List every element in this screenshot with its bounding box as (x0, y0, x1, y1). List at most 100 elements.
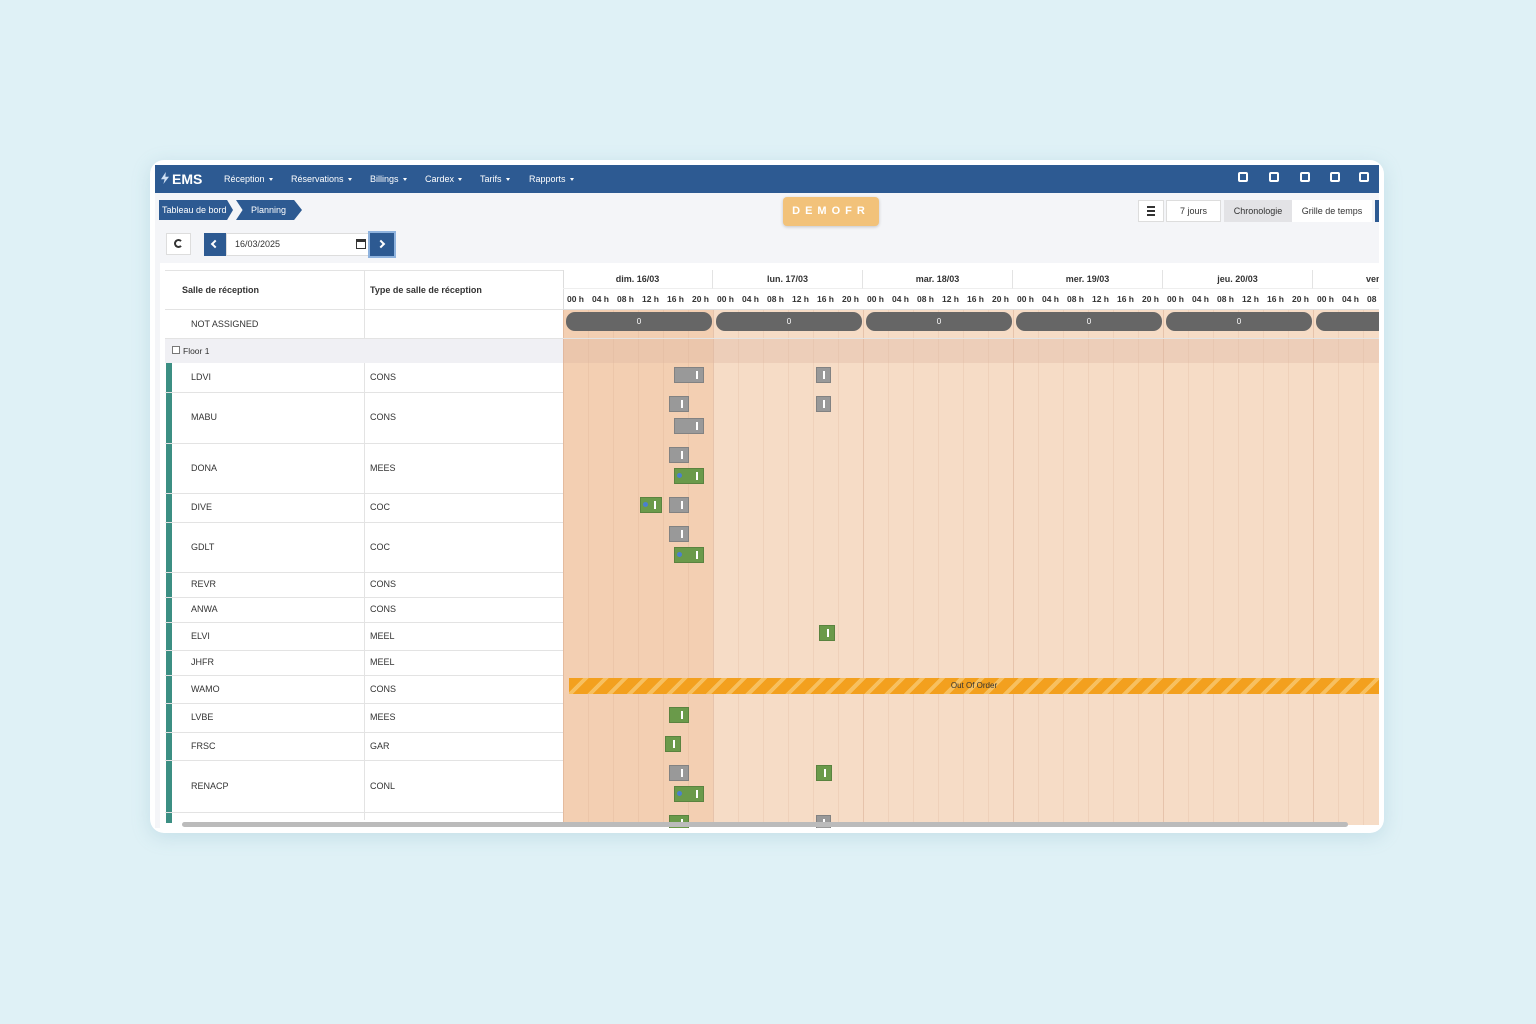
booking-block[interactable] (669, 497, 689, 513)
room-name: DIVE (191, 502, 213, 512)
hour-label: 00 h (1166, 293, 1184, 304)
nav-icon[interactable] (1330, 172, 1340, 182)
room-name: JHFR (191, 657, 214, 667)
booking-mark (696, 422, 698, 430)
unassigned-count: 0 (1236, 316, 1242, 326)
breadcrumb-text[interactable]: Planning (251, 204, 287, 215)
hour-label: 08 h (1216, 293, 1234, 304)
nav-icon[interactable] (1238, 172, 1248, 182)
group-row (165, 339, 563, 363)
column-header: Salle de réception (182, 284, 260, 295)
booking-mark (681, 451, 683, 459)
scrollbar[interactable] (182, 822, 1348, 827)
booking-mark (824, 769, 826, 777)
group-row-timeline (563, 339, 1379, 363)
caret (569, 177, 574, 181)
period-select[interactable]: 7 jours (1166, 200, 1221, 222)
row-line (165, 572, 563, 573)
day-label: jeu. 20/03 (1163, 270, 1313, 289)
room-type: CONS (370, 372, 397, 382)
hour-grid-line (838, 310, 839, 825)
hour-grid-line (713, 310, 714, 825)
room-name: ELVI (191, 630, 210, 641)
booking-dot (643, 502, 648, 507)
refresh-icon (174, 239, 183, 248)
day-label: mar. 18/03 (863, 270, 1013, 289)
hour-label: 20 h (991, 293, 1009, 304)
hour-label: 16 h (966, 293, 984, 304)
hour-label: 16 h (1266, 293, 1284, 304)
demo-button[interactable]: DEMOFR (783, 197, 879, 226)
booking-block[interactable] (674, 418, 704, 434)
hour-label: 08 h (616, 293, 634, 304)
booking-mark (654, 501, 656, 509)
collapse-icon (172, 346, 180, 354)
nav-menu-item[interactable]: Billings (370, 167, 407, 191)
prev-button[interactable] (204, 233, 226, 256)
nav-menu-item[interactable]: Tarifs (480, 167, 510, 191)
hour-label: 12 h (1091, 293, 1109, 304)
booking-block[interactable] (669, 707, 689, 723)
hour-grid-line (1088, 310, 1089, 825)
room-type: COC (370, 541, 390, 552)
hour-grid-line (1038, 310, 1039, 825)
room-type: MEEL (370, 657, 395, 667)
group-label: Floor 1 (183, 345, 210, 356)
nav-menu-item[interactable]: Cardex (425, 167, 463, 191)
room-name: DONA (191, 462, 218, 473)
room-accent (166, 363, 172, 823)
booking-dot (677, 552, 682, 557)
booking-block[interactable] (640, 497, 662, 513)
booking-block[interactable] (669, 765, 689, 781)
booking-mark (681, 530, 683, 538)
breadcrumb-text[interactable]: Tableau de bord (162, 204, 227, 215)
room-type: CONL (370, 780, 396, 791)
booking-dot (677, 791, 682, 796)
booking-mark (696, 551, 698, 559)
hour-grid-line (613, 310, 614, 825)
hour-label: 12 h (641, 293, 659, 304)
hour-grid-line (963, 310, 964, 825)
booking-block[interactable] (669, 396, 689, 412)
booking-block[interactable] (674, 367, 704, 383)
unassigned-pill: 0 (716, 312, 862, 331)
hour-label: 04 h (1191, 293, 1209, 304)
nav-icon[interactable] (1359, 172, 1369, 182)
view-tab-active[interactable]: Chronologie (1224, 200, 1292, 222)
nav-menu-item[interactable]: Rapports (529, 167, 574, 191)
caret (268, 177, 273, 181)
date-input[interactable]: 16/03/2025 (226, 233, 370, 256)
booking-mark (823, 400, 825, 408)
hour-grid-line (638, 310, 639, 825)
hour-label: 16 h (1116, 293, 1134, 304)
nav-icon[interactable] (1300, 172, 1310, 182)
nav-icon[interactable] (1269, 172, 1279, 182)
out-of-order-bar[interactable]: Out Of Order (569, 678, 1379, 694)
unassigned-count: 0 (1086, 316, 1092, 326)
hour-label: 20 h (841, 293, 859, 304)
room-type: MEES (370, 712, 396, 722)
unassigned-pill: 0 (1016, 312, 1162, 331)
row-line (165, 597, 563, 598)
col-divider (364, 270, 365, 820)
view-tab[interactable]: Grille de temps (1292, 200, 1372, 222)
brand: EMS (172, 171, 203, 187)
hour-grid-line (1263, 310, 1264, 825)
unassigned-pill: 0 (866, 312, 1012, 331)
hour-grid-line (563, 310, 564, 825)
hour-grid-line (863, 310, 864, 825)
hour-grid-line (738, 310, 739, 825)
booking-mark (696, 371, 698, 379)
nav-menu-item[interactable]: Réservations (291, 167, 352, 191)
timeline-header (563, 270, 1379, 310)
row-line (165, 812, 563, 813)
nav-menu-item[interactable]: Réception (224, 167, 273, 191)
room-name: FRSC (191, 740, 216, 751)
unassigned-pill: 0 (1166, 312, 1312, 331)
caret (505, 177, 510, 181)
booking-block[interactable] (669, 526, 689, 542)
next-button[interactable] (368, 231, 396, 258)
booking-block[interactable] (669, 447, 689, 463)
hour-label: 04 h (591, 293, 609, 304)
row-line (165, 338, 1379, 339)
